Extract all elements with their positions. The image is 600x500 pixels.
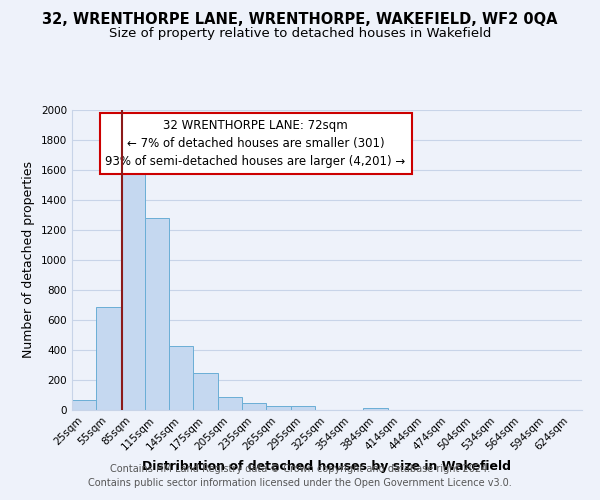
- Bar: [96, 306, 121, 410]
- Text: 32 WRENTHORPE LANE: 72sqm
← 7% of detached houses are smaller (301)
93% of semi-: 32 WRENTHORPE LANE: 72sqm ← 7% of detach…: [106, 119, 406, 168]
- Bar: [121, 166, 145, 410]
- Bar: [72, 400, 96, 410]
- Bar: [218, 396, 242, 410]
- Bar: [266, 406, 290, 410]
- Bar: [193, 372, 218, 410]
- Y-axis label: Number of detached properties: Number of detached properties: [22, 162, 35, 358]
- X-axis label: Distribution of detached houses by size in Wakefield: Distribution of detached houses by size …: [143, 460, 511, 473]
- Bar: [364, 408, 388, 410]
- Bar: [145, 218, 169, 410]
- Text: Contains HM Land Registry data © Crown copyright and database right 2024.
Contai: Contains HM Land Registry data © Crown c…: [88, 464, 512, 487]
- Bar: [169, 346, 193, 410]
- Bar: [290, 406, 315, 410]
- Text: Size of property relative to detached houses in Wakefield: Size of property relative to detached ho…: [109, 28, 491, 40]
- Text: 32, WRENTHORPE LANE, WRENTHORPE, WAKEFIELD, WF2 0QA: 32, WRENTHORPE LANE, WRENTHORPE, WAKEFIE…: [42, 12, 558, 28]
- Bar: [242, 402, 266, 410]
